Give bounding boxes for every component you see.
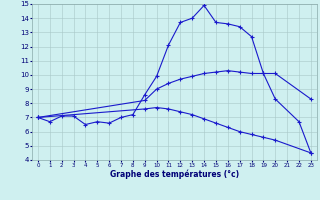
X-axis label: Graphe des températures (°c): Graphe des températures (°c) [110, 169, 239, 179]
